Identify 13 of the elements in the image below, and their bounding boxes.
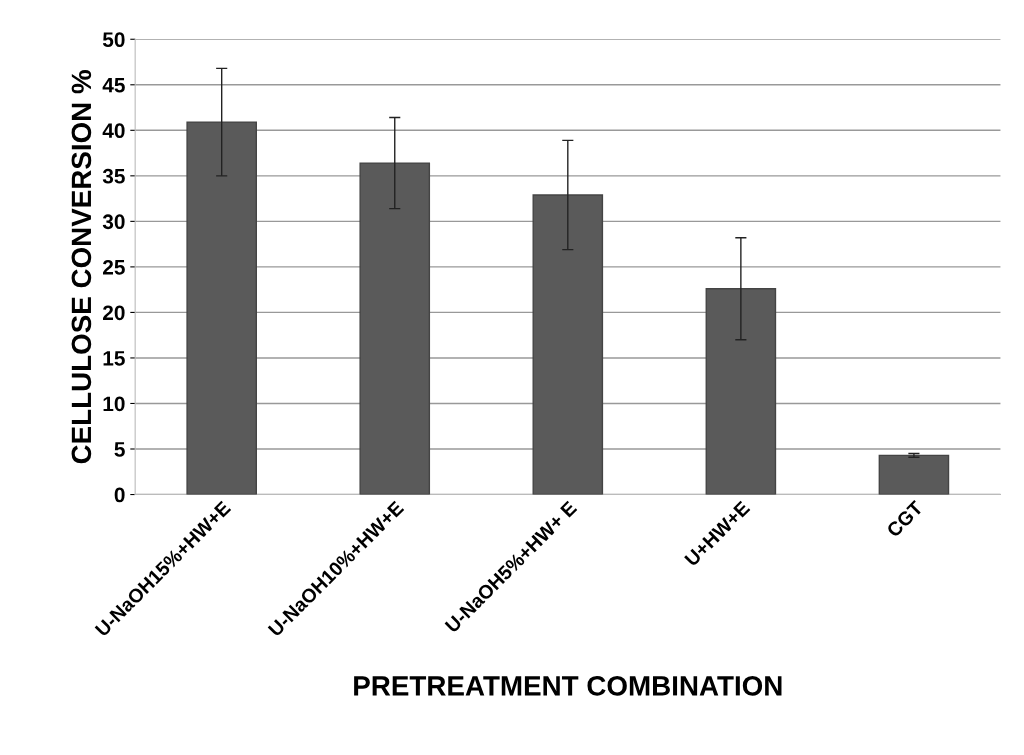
x-axis-title: PRETREATMENT COMBINATION — [354, 676, 782, 696]
y-tick-label: 10 — [103, 396, 125, 412]
y-tick-label: 25 — [103, 259, 125, 275]
y-tick-label: 15 — [103, 351, 125, 366]
y-tick-label: 0 — [114, 487, 125, 503]
y-tick-label: 30 — [102, 214, 125, 230]
y-tick-label: 45 — [102, 78, 125, 93]
y-tick-label: 40 — [102, 123, 125, 139]
y-axis-title: CELLULOSE CONVERSION % — [71, 70, 92, 464]
y-tick-label: 5 — [114, 442, 125, 457]
y-tick-label: 50 — [102, 32, 125, 48]
y-tick-label: 35 — [102, 168, 125, 184]
y-tick-label: 20 — [103, 305, 125, 321]
